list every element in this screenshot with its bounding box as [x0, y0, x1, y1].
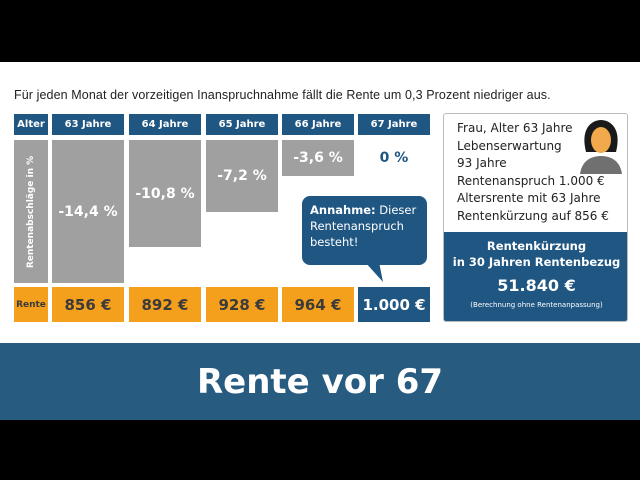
card-line: Rentenkürzung auf 856 €	[457, 208, 609, 223]
card-line: Rentenanspruch 1.000 €	[457, 173, 605, 188]
summary-title: Rentenkürzung	[486, 239, 587, 253]
rente-value: 856 €	[52, 287, 124, 322]
abschlag-bar: -7,2 %	[206, 140, 278, 212]
callout-text: Dieser Rentenanspruch besteht!	[310, 203, 417, 249]
title-banner: Rente vor 67	[0, 343, 640, 420]
age-header: 67 Jahre	[358, 114, 430, 135]
age-header: 66 Jahre	[282, 114, 354, 135]
rente-value: 928 €	[206, 287, 278, 322]
card-line: Frau, Alter 63 Jahre	[457, 121, 573, 135]
age-header: 64 Jahre	[129, 114, 201, 135]
rente-value: 1.000 €	[358, 287, 430, 322]
assumption-callout: Annahme: Dieser Rentenanspruch besteht!	[302, 196, 427, 265]
rente-label: Rente	[14, 287, 48, 322]
woman-avatar-icon	[580, 120, 622, 174]
summary-box: Rentenkürzung in 30 Jahren Rentenbezug 5…	[444, 232, 627, 321]
abschlag-bar: -14,4 %	[52, 140, 124, 283]
abschlag-bar: -3,6 %	[282, 140, 354, 176]
abschlag-value: 0 %	[379, 150, 409, 166]
rente-value: 964 €	[282, 287, 354, 322]
axis-label: Rentenabschläge in %	[26, 155, 36, 269]
abschlag-bar: -10,8 %	[129, 140, 201, 248]
card-line: 93 Jahre	[457, 156, 507, 170]
summary-subtitle: in 30 Jahren Rentenbezug	[452, 255, 621, 269]
example-card: Frau, Alter 63 Jahre Lebenserwartung 93 …	[443, 113, 628, 322]
slide: Für jeden Monat der vorzeitigen Inanspru…	[0, 62, 640, 343]
callout-tail	[365, 262, 383, 282]
axis-label-cell: Rentenabschläge in %	[14, 140, 48, 283]
callout-bold: Annahme:	[310, 203, 376, 217]
age-header: 65 Jahre	[206, 114, 278, 135]
card-text: Frau, Alter 63 Jahre Lebenserwartung 93 …	[457, 120, 609, 225]
card-line: Altersrente mit 63 Jahre	[457, 191, 601, 205]
card-line: Lebenserwartung	[457, 138, 562, 153]
age-header: 63 Jahre	[52, 114, 124, 135]
rente-value: 892 €	[129, 287, 201, 322]
alter-header: Alter	[14, 114, 48, 135]
summary-amount: 51.840 €	[497, 276, 576, 295]
intro-text: Für jeden Monat der vorzeitigen Inanspru…	[14, 88, 551, 102]
summary-note: (Berechnung ohne Rentenanpassung)	[470, 301, 603, 309]
